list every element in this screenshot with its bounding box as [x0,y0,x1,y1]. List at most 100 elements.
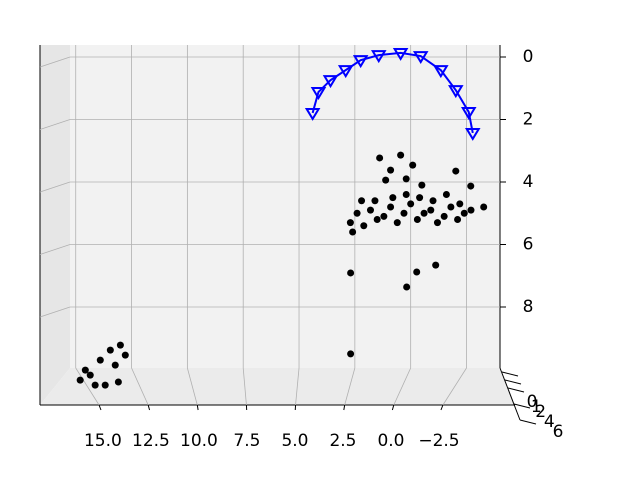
back-pane [70,45,500,368]
point [387,203,395,211]
camera-marker [304,107,321,121]
point [447,203,455,211]
floor-grid-line [242,367,247,406]
point [366,206,374,214]
point [442,191,450,198]
camera-marker [370,50,387,64]
point [433,219,441,227]
point [467,182,475,190]
z-tick [507,387,525,393]
x-tick-label: 2.5 [329,431,356,451]
point [387,166,395,174]
point [454,216,462,223]
point [376,154,384,162]
point [393,219,401,227]
point [371,197,379,205]
point [76,376,84,384]
x-tick-label: 15.0 [84,431,122,451]
floor-grid-line [442,367,467,406]
x-tick [343,404,346,411]
point [427,206,435,214]
floor-grid-line [393,367,412,406]
point [400,209,408,217]
point [429,197,437,205]
x-tick-label: 10.0 [180,431,218,451]
floor-grid-line [295,367,300,406]
point [106,346,114,354]
point [456,200,464,208]
point [460,209,468,217]
x-tick-label: 0.0 [377,431,404,451]
point [380,212,388,220]
camera-marker [352,55,369,69]
camera-marker [310,87,327,100]
point [86,371,94,379]
y-tick-label: 2 [523,110,534,130]
floor-grid-line [344,367,356,406]
point [373,216,381,223]
point [389,194,397,202]
camera-marker [448,85,464,99]
point [416,194,424,202]
z-tick-label: 6 [553,422,564,442]
camera-marker [464,127,481,141]
z-tick-label: 1 [531,397,542,417]
side-grid-line [39,181,71,193]
y-tick-label: 0 [523,47,534,67]
point [402,175,410,183]
floor-grid-line [186,367,198,406]
point [81,366,89,374]
point [116,341,124,349]
point [480,203,488,211]
z-tick [513,403,531,409]
point [397,151,405,159]
point [101,381,109,389]
point [121,351,129,359]
y-tick-label: 6 [523,235,534,255]
point [409,161,417,169]
floor-grid-line [131,367,149,406]
camera-marker [392,47,409,61]
point [111,361,119,369]
x-tick [98,404,102,411]
point [353,209,361,217]
z-tick [504,379,522,385]
z-tick-label: 4 [544,412,555,432]
x-tick-label: 12.5 [132,431,170,451]
point [358,197,366,205]
side-grid-line [39,119,71,130]
point [402,191,410,198]
floor-pane [40,368,515,405]
point [349,228,357,236]
x-tick [147,404,151,411]
camera-marker [460,107,477,120]
point [91,381,99,389]
camera-marker [337,65,354,79]
side-pane [40,45,70,405]
side-grid-line [39,244,71,255]
point [418,181,426,189]
camera-marker [433,65,449,79]
camera-marker [412,51,429,65]
z-tick [501,371,519,377]
point [407,200,415,208]
side-grid-line [39,306,71,318]
point [96,356,104,364]
z-tick [519,419,537,425]
z-tick-label: 2 [535,402,546,422]
z-axis-line [499,367,521,421]
y-tick-label: 4 [523,172,534,192]
point [114,378,122,386]
side-grid-line [39,56,71,68]
x-tick [440,404,444,411]
x-tick-label: 5.0 [281,431,308,451]
point [347,350,355,358]
point [432,261,440,269]
x-tick-label: 7.5 [233,431,260,451]
y-tick-label: 8 [523,297,534,317]
floor-grid-line [75,367,100,406]
x-tick [196,404,199,411]
point [440,212,448,220]
point [346,219,354,227]
